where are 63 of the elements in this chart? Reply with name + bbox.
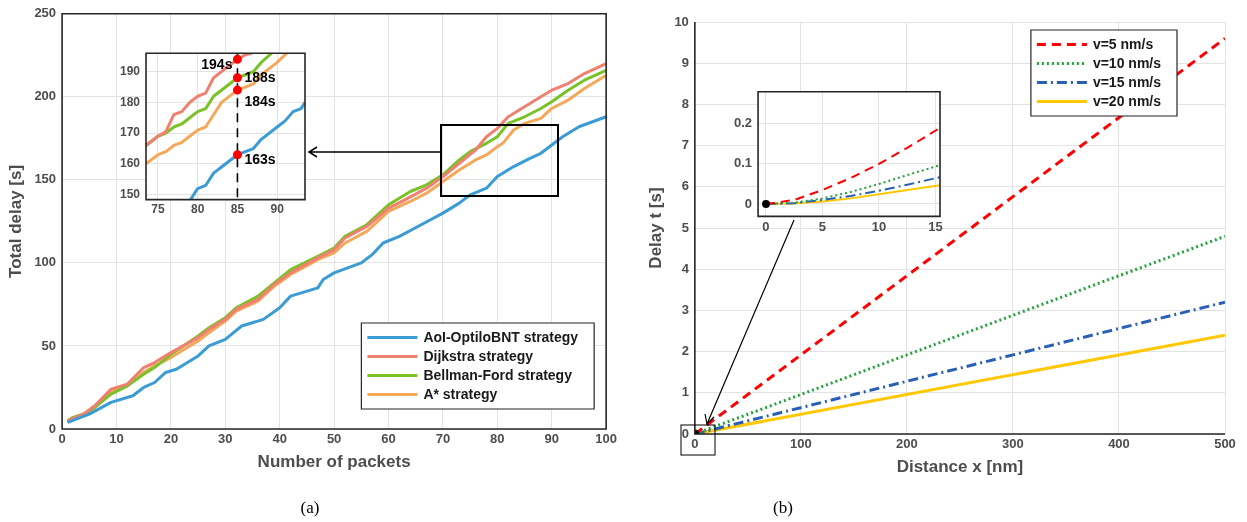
text: (b) [773, 498, 793, 518]
x-tick-label: 0 [691, 436, 699, 452]
legend-label: Dijkstra strategy [423, 348, 534, 365]
x-tick-label: 0 [762, 218, 770, 234]
y-tick-label: 7 [681, 137, 689, 153]
legend-label: Bellman-Ford strategy [423, 367, 573, 384]
x-tick-label: 70 [435, 431, 451, 447]
x-tick-label: 30 [218, 431, 233, 447]
data-label: 194s [201, 56, 233, 73]
y-tick-label: 250 [34, 5, 57, 21]
y-tick-label: 100 [34, 254, 57, 270]
legend-label: v=15 nm/s [1092, 74, 1162, 91]
y-axis-title: Total delay [s] [5, 164, 25, 278]
x-tick-label: 100 [595, 431, 618, 447]
x-tick-label: 40 [272, 431, 287, 447]
x-tick-label: 15 [928, 218, 943, 234]
y-tick-label: 50 [41, 337, 57, 353]
y-axis-title: Delay t [s] [645, 187, 665, 269]
x-tick-label: 400 [1108, 436, 1130, 452]
y-tick-label: 0.1 [733, 155, 753, 171]
legend-label: A* strategy [423, 386, 498, 403]
y-tick-label: 2 [681, 343, 689, 359]
y-tick-label: 190 [119, 63, 141, 78]
x-tick-label: 80 [490, 431, 505, 447]
x-tick-label: 500 [1214, 436, 1236, 452]
x-tick-label: 200 [896, 436, 918, 452]
x-tick-label: 10 [109, 431, 124, 447]
x-tick-label: 85 [230, 202, 245, 217]
y-tick-label: 160 [119, 156, 141, 171]
x-axis-title: Distance x [nm] [896, 457, 1024, 477]
x-tick-label: 100 [790, 436, 812, 452]
y-tick-label: 9 [681, 54, 689, 70]
y-tick-label: 180 [119, 94, 141, 109]
x-tick-label: 10 [871, 218, 887, 234]
data-label: 163s [244, 150, 276, 167]
x-tick-label: 60 [381, 431, 396, 447]
y-tick-label: 150 [119, 186, 141, 201]
y-tick-label: 3 [681, 301, 689, 317]
y-tick-label: 10 [674, 13, 689, 29]
y-tick-label: 6 [681, 178, 689, 194]
legend-label: v=5 nm/s [1092, 36, 1154, 53]
x-tick-label: 5 [818, 218, 827, 234]
x-tick-label: 80 [191, 202, 205, 217]
x-tick-label: 20 [163, 431, 179, 447]
x-tick-label: 90 [270, 202, 285, 217]
x-tick-label: 90 [544, 431, 559, 447]
y-tick-label: 4 [681, 260, 690, 276]
x-tick-label: 75 [151, 202, 165, 217]
x-axis-title: Number of packets [257, 452, 411, 472]
y-tick-label: 1 [681, 384, 689, 400]
data-label: 184s [244, 92, 276, 109]
y-tick-label: 0.2 [733, 115, 753, 131]
y-tick-label: 170 [119, 125, 141, 140]
text: (a) [300, 498, 320, 518]
y-tick-label: 200 [34, 88, 57, 104]
y-tick-label: 8 [681, 95, 689, 111]
y-tick-label: 150 [34, 171, 57, 187]
y-tick-label: 0 [48, 420, 57, 436]
legend-label: AoI-OptiloBNT strategy [423, 329, 579, 346]
legend-label: v=10 nm/s [1092, 55, 1162, 72]
legend-label: v=20 nm/s [1092, 93, 1162, 110]
x-tick-label: 300 [1002, 436, 1024, 452]
x-tick-label: 50 [326, 431, 342, 447]
